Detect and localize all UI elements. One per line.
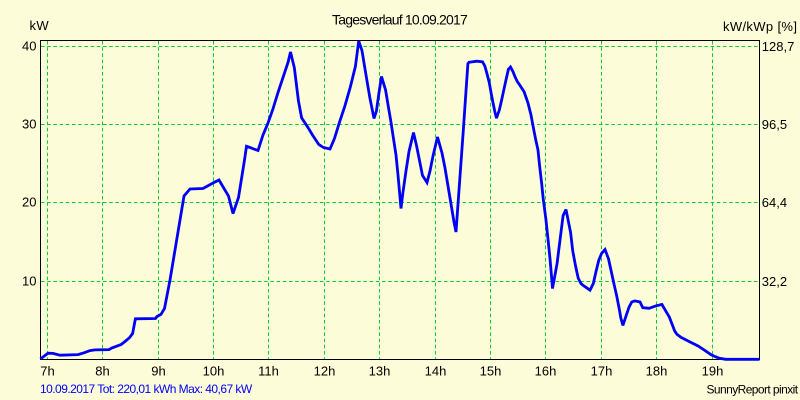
svg-text:13h: 13h (369, 364, 391, 379)
svg-text:16h: 16h (535, 364, 557, 379)
svg-text:20: 20 (22, 194, 36, 209)
svg-text:18h: 18h (646, 364, 668, 379)
svg-text:19h: 19h (702, 364, 724, 379)
svg-text:64,4: 64,4 (762, 195, 787, 210)
svg-text:10.09.2017 Tot: 220,01 kWh Max: 10.09.2017 Tot: 220,01 kWh Max: 40,67 kW (40, 382, 253, 396)
svg-text:Tagesverlauf 10.09.2017: Tagesverlauf 10.09.2017 (332, 12, 468, 28)
svg-text:15h: 15h (480, 364, 502, 379)
svg-text:SunnyReport pinxit: SunnyReport pinxit (707, 383, 799, 397)
svg-text:17h: 17h (591, 364, 613, 379)
svg-text:12h: 12h (314, 364, 336, 379)
svg-text:14h: 14h (425, 364, 447, 379)
svg-text:8h: 8h (95, 364, 109, 379)
svg-text:96,5: 96,5 (762, 117, 787, 132)
svg-text:10: 10 (22, 273, 36, 288)
svg-text:128,7: 128,7 (762, 39, 795, 54)
svg-text:kW: kW (30, 18, 50, 33)
svg-text:kW/kWp [%]: kW/kWp [%] (723, 19, 797, 34)
svg-text:7h: 7h (40, 364, 54, 379)
svg-text:10h: 10h (203, 364, 225, 379)
svg-text:40: 40 (22, 38, 36, 53)
svg-text:32,2: 32,2 (762, 274, 787, 289)
svg-text:30: 30 (22, 116, 36, 131)
svg-text:11h: 11h (258, 364, 279, 379)
svg-text:9h: 9h (151, 364, 165, 379)
